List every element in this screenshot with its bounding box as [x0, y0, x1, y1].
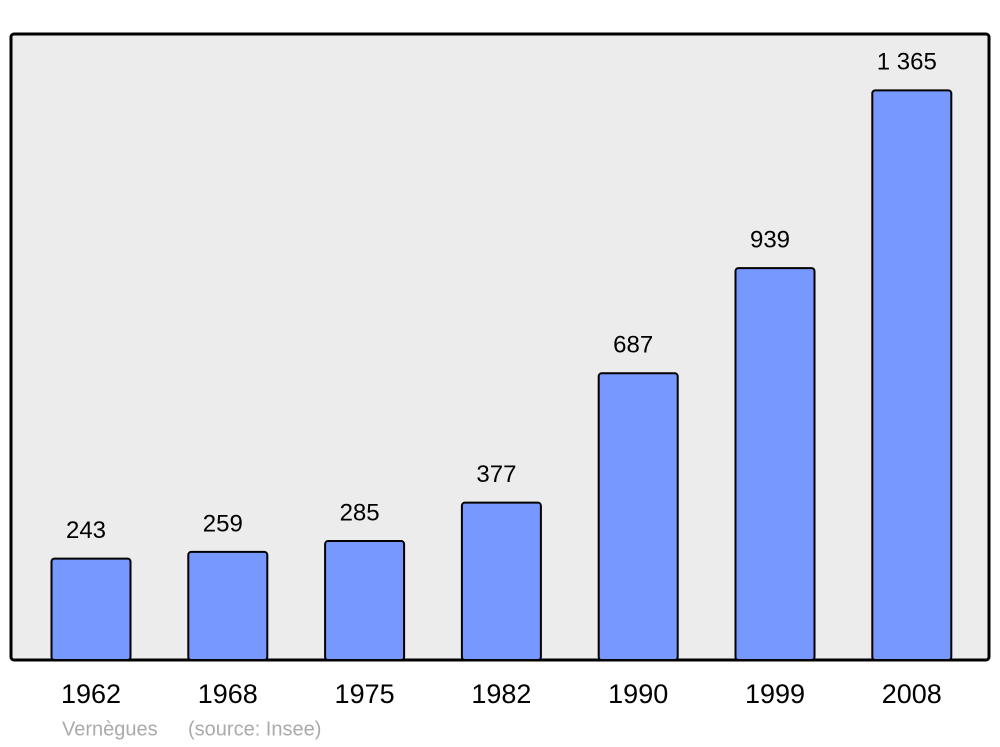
value-label: 939 [750, 226, 790, 253]
bar [50, 557, 132, 662]
bar [460, 501, 542, 662]
x-tick-label: 1990 [608, 679, 668, 709]
bar [324, 540, 406, 661]
value-label: 687 [613, 332, 653, 359]
value-label: 259 [203, 510, 243, 537]
x-tick-label: 1968 [198, 679, 258, 709]
value-label: 285 [340, 499, 380, 526]
value-label: 1 365 [877, 49, 937, 76]
x-tick-label: 1999 [745, 679, 805, 709]
x-tick-label: 1962 [61, 679, 121, 709]
bar [871, 89, 953, 661]
value-label: 243 [66, 517, 106, 544]
bar [187, 550, 269, 661]
value-label: 377 [476, 461, 516, 488]
bar [597, 372, 679, 661]
place-caption: Vernègues [62, 718, 158, 740]
source-caption: (source: Insee) [188, 718, 321, 740]
x-tick-label: 1982 [471, 679, 531, 709]
x-tick-label: 2008 [882, 679, 942, 709]
bar [734, 267, 816, 661]
x-tick-label: 1975 [335, 679, 395, 709]
